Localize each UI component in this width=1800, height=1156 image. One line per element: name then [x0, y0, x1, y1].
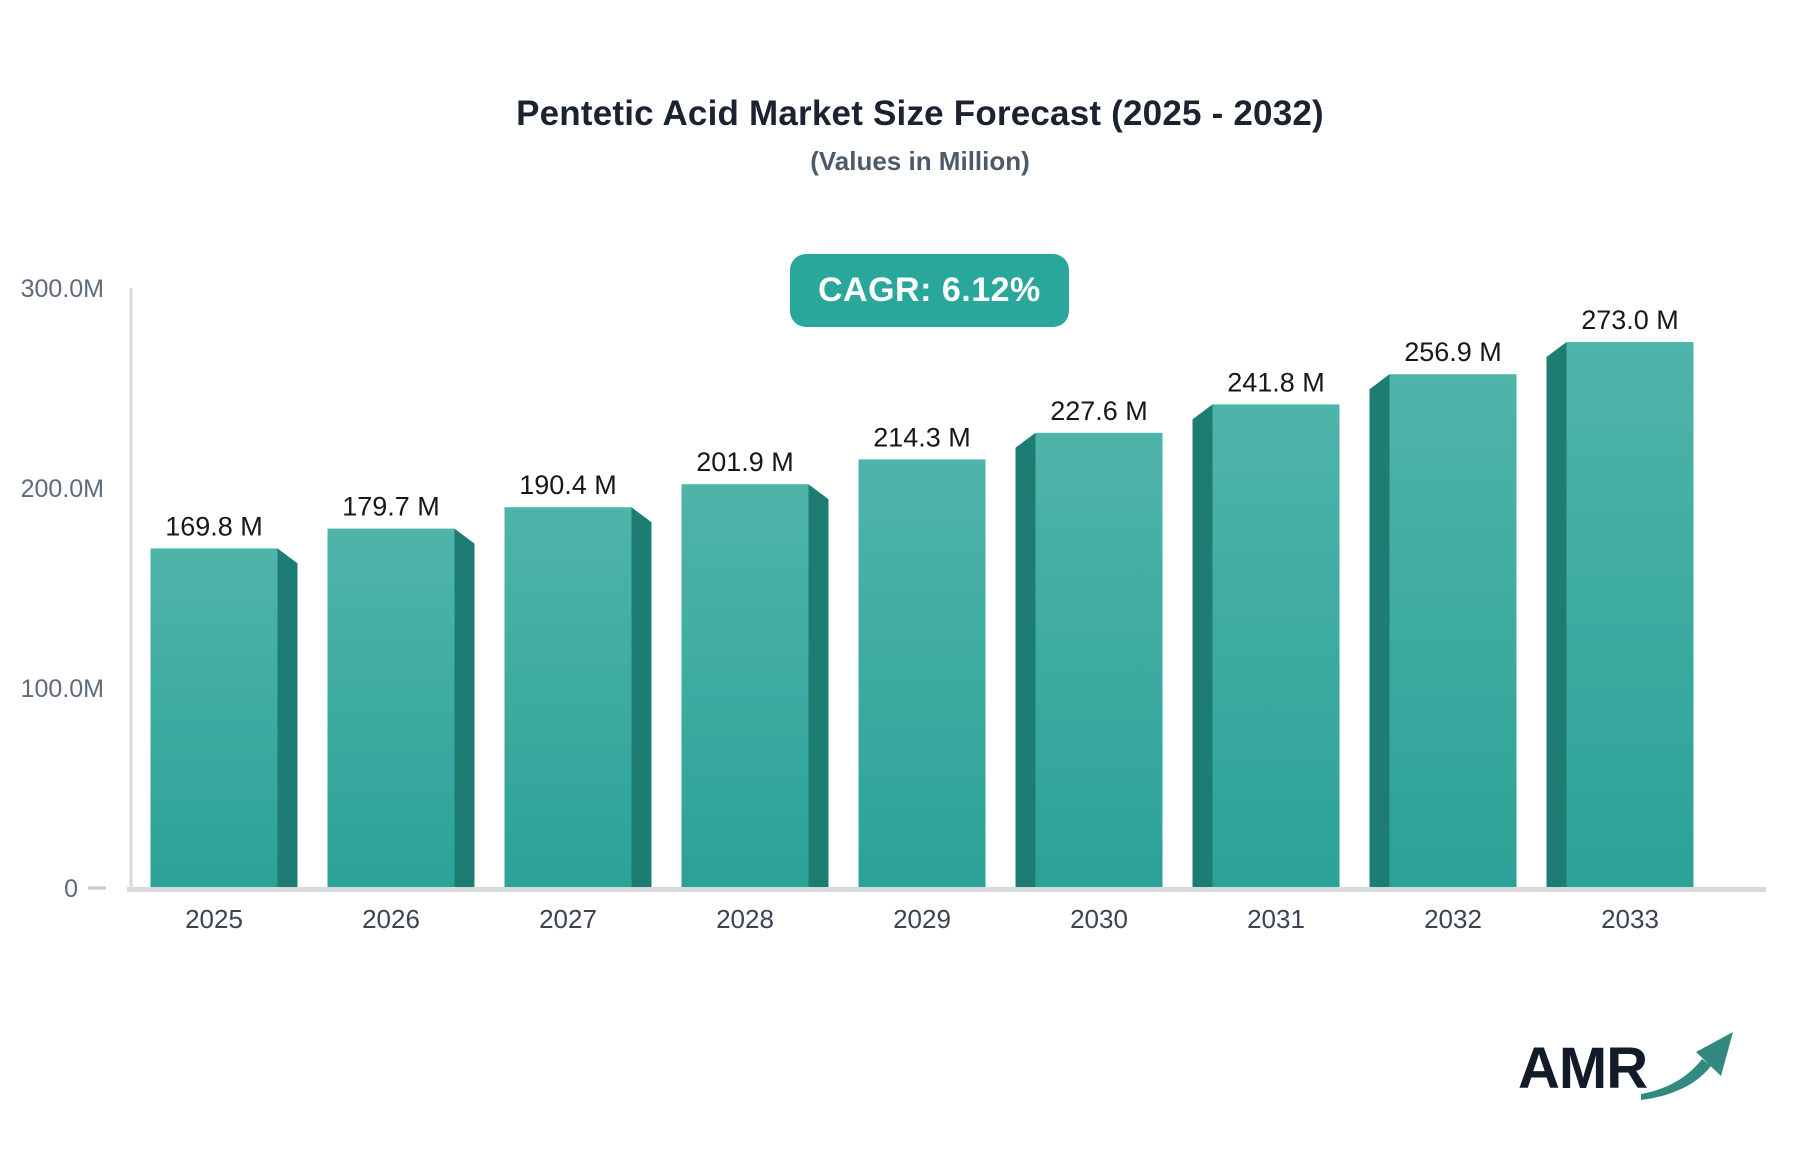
bar-value-label: 169.8 M — [165, 511, 263, 541]
brand-logo: AMR — [1518, 1026, 1739, 1112]
cagr-badge-label: CAGR: 6.12% — [818, 271, 1041, 309]
y-tick-label: 300.0M — [21, 275, 104, 303]
bar-value-label: 273.0 M — [1581, 305, 1679, 335]
bar-2025 — [150, 548, 278, 887]
bar-side-face — [1369, 374, 1390, 887]
y-tick-label: 0 — [64, 875, 78, 903]
growth-arrow-icon — [1641, 1032, 1734, 1100]
x-tick-label: 2032 — [1424, 904, 1482, 934]
bar-2027 — [504, 507, 632, 887]
bar-value-label: 256.9 M — [1404, 337, 1502, 367]
bar-2033 — [1566, 342, 1694, 887]
bar-value-label: 190.4 M — [519, 470, 617, 500]
bar-side-face — [454, 528, 475, 887]
bar-value-label: 201.9 M — [696, 447, 794, 477]
chart-header: Pentetic Acid Market Size Forecast (2025… — [40, 94, 1800, 177]
x-tick-label: 2033 — [1601, 904, 1659, 934]
bar-value-label: 227.6 M — [1050, 396, 1148, 426]
bar-side-face — [1192, 404, 1213, 887]
x-tick-label: 2029 — [893, 904, 951, 934]
bar-2026 — [327, 528, 455, 887]
x-tick-label: 2027 — [539, 904, 597, 934]
bar-2029 — [858, 459, 986, 887]
bar-side-face — [277, 548, 298, 887]
x-tick-label: 2031 — [1247, 904, 1305, 934]
x-tick-label: 2026 — [362, 904, 420, 934]
bar-value-label: 241.8 M — [1227, 367, 1325, 397]
y-tick-label: 200.0M — [21, 475, 104, 503]
bar-2032 — [1389, 374, 1517, 887]
brand-logo-text: AMR — [1518, 1036, 1648, 1101]
bar-side-face — [1015, 432, 1036, 887]
x-tick-label: 2030 — [1070, 904, 1128, 934]
bar-value-label: 214.3 M — [873, 422, 971, 452]
x-tick-label: 2028 — [716, 904, 774, 934]
bar-side-face — [1546, 342, 1567, 887]
bar-side-face — [631, 507, 652, 887]
bar-2028 — [681, 484, 809, 887]
x-tick-label: 2025 — [185, 904, 243, 934]
bar-2031 — [1212, 404, 1340, 887]
y-tick-label: 100.0M — [21, 675, 104, 703]
chart-title: Pentetic Acid Market Size Forecast (2025… — [516, 94, 1324, 133]
bar-value-label: 179.7 M — [342, 492, 440, 522]
chart-subtitle: (Values in Million) — [810, 146, 1030, 176]
bar-side-face — [808, 484, 829, 887]
bar-2030 — [1035, 432, 1163, 887]
cagr-badge: CAGR: 6.12% — [790, 254, 1069, 327]
